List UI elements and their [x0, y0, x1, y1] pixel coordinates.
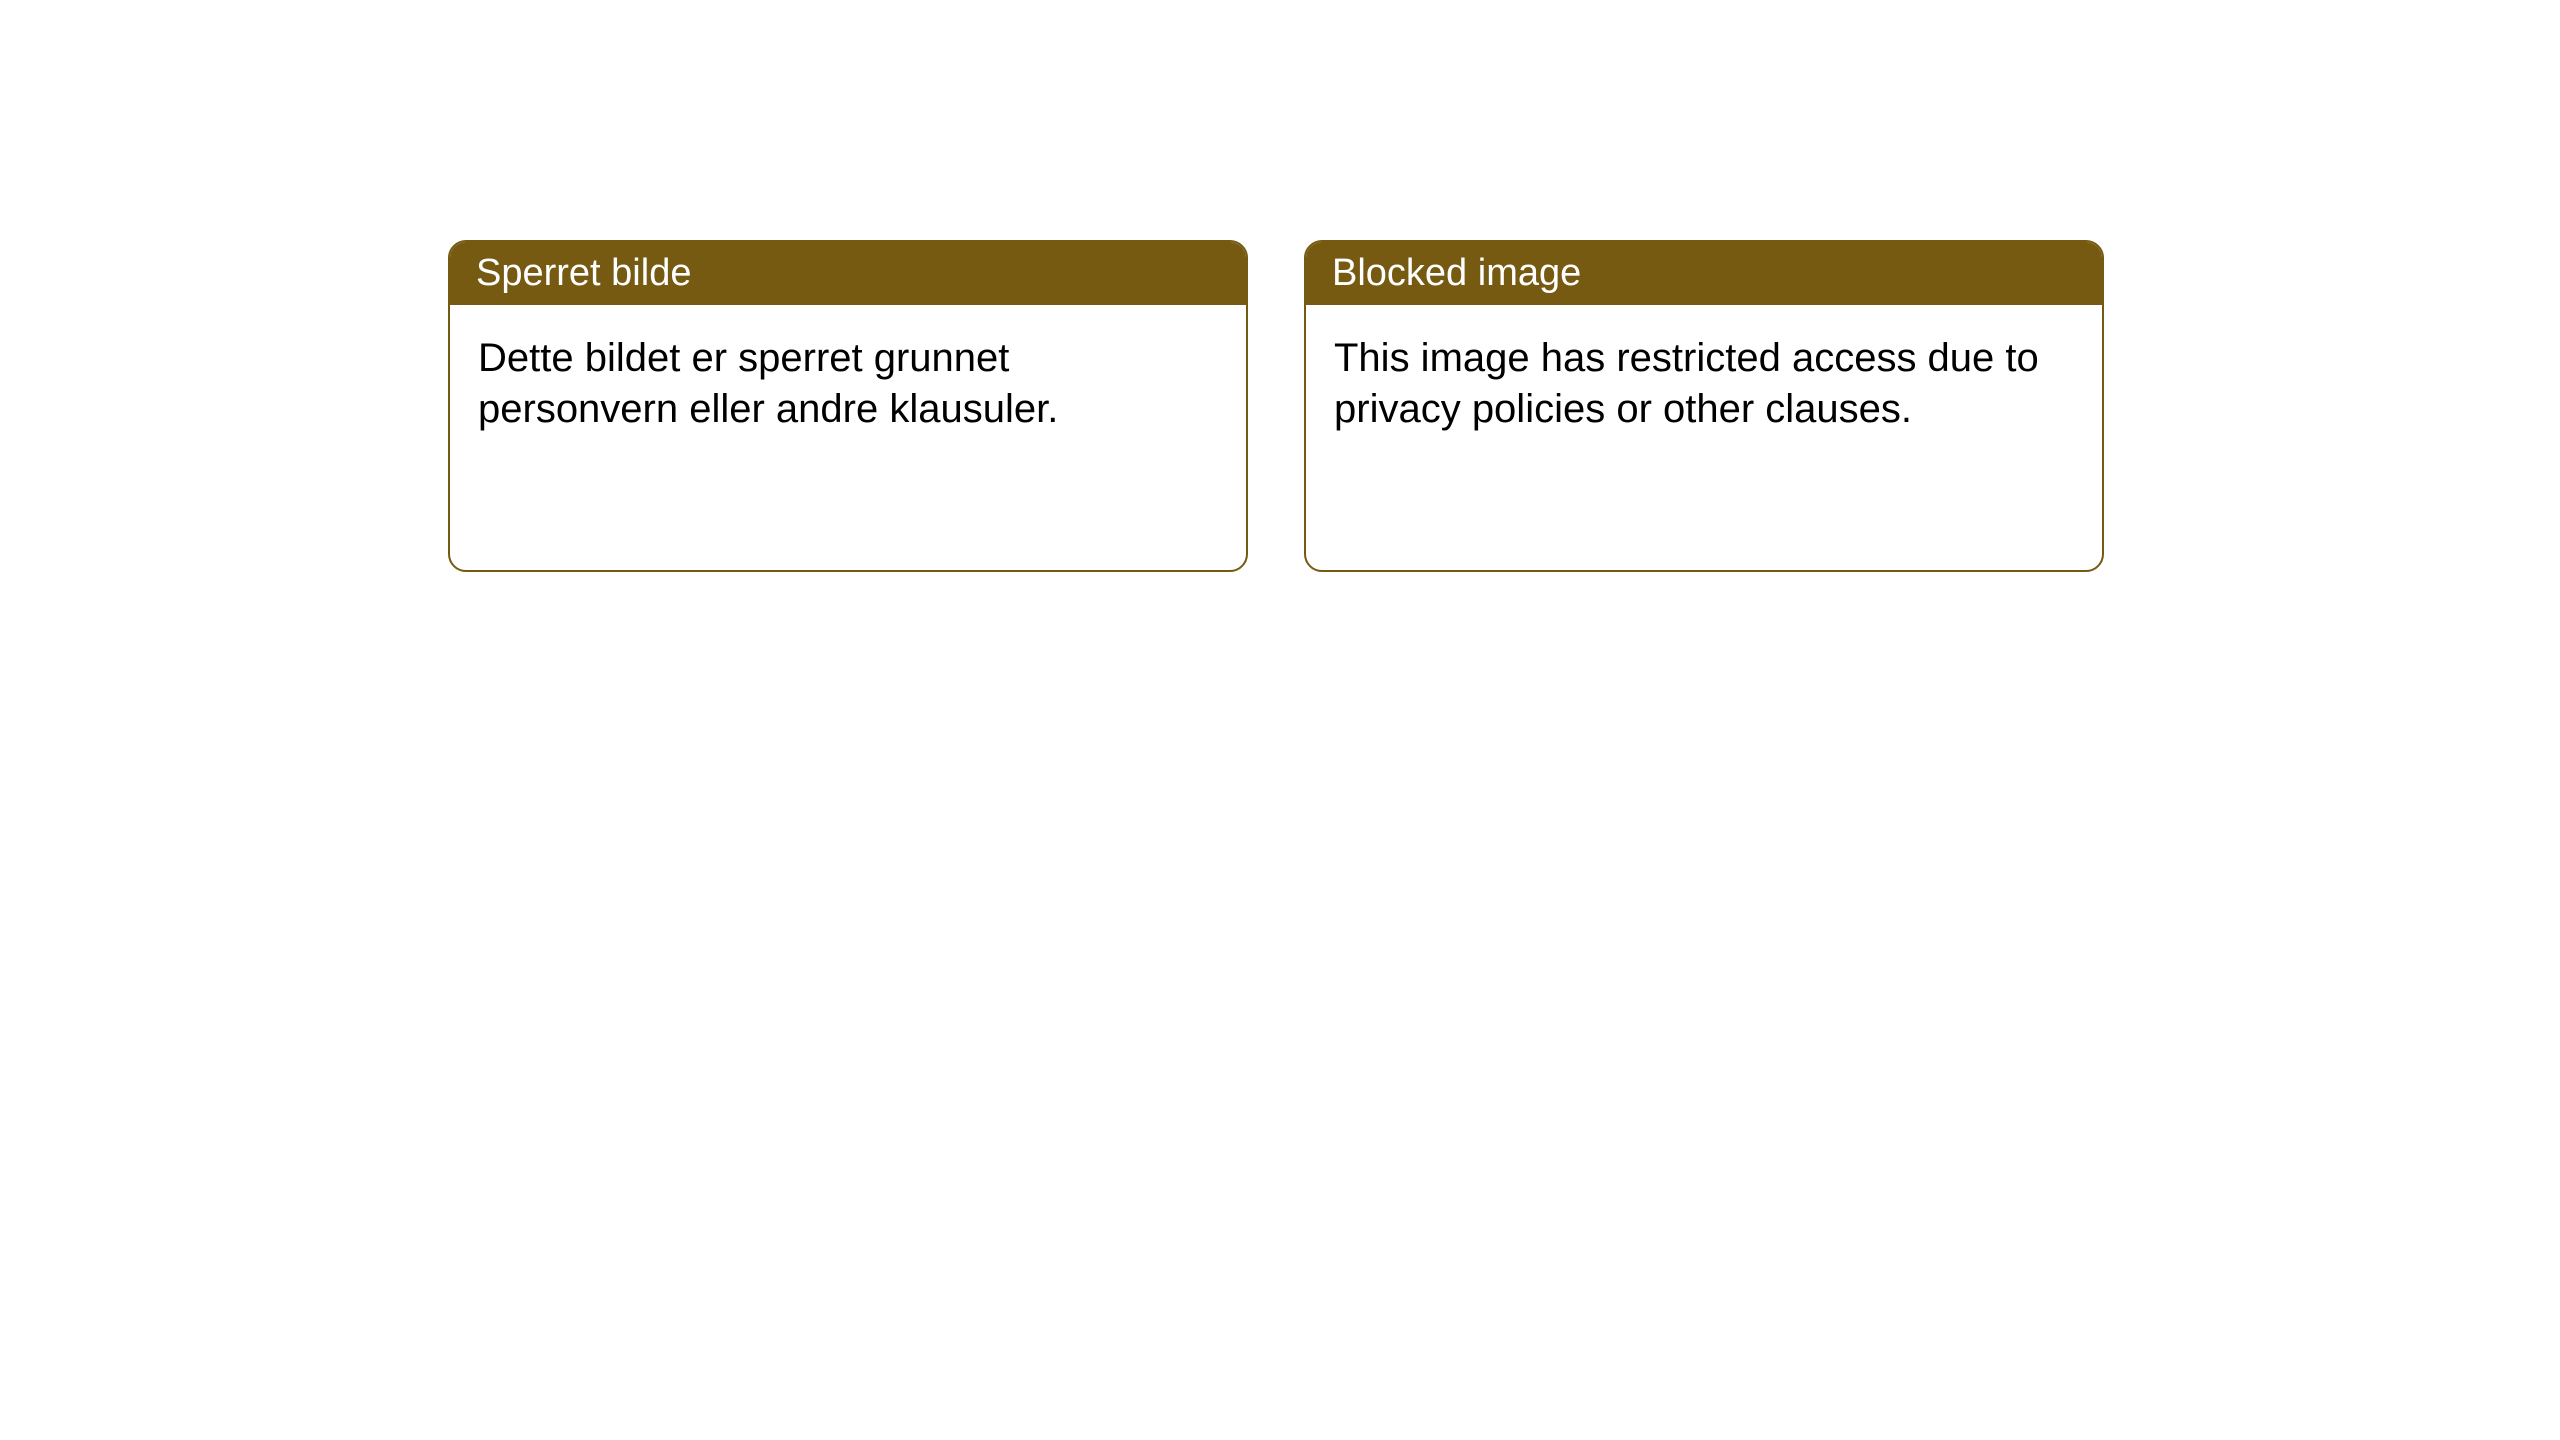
notice-body-text: This image has restricted access due to … — [1334, 336, 2039, 431]
notice-title: Blocked image — [1332, 252, 1581, 294]
notice-body-text: Dette bildet er sperret grunnet personve… — [478, 336, 1058, 431]
notice-box-english: Blocked image This image has restricted … — [1304, 240, 2104, 572]
notice-header: Blocked image — [1306, 242, 2102, 305]
notice-box-norwegian: Sperret bilde Dette bildet er sperret gr… — [448, 240, 1248, 572]
notice-container: Sperret bilde Dette bildet er sperret gr… — [0, 0, 2560, 572]
notice-title: Sperret bilde — [476, 252, 691, 294]
notice-body: Dette bildet er sperret grunnet personve… — [450, 305, 1246, 463]
notice-header: Sperret bilde — [450, 242, 1246, 305]
notice-body: This image has restricted access due to … — [1306, 305, 2102, 463]
